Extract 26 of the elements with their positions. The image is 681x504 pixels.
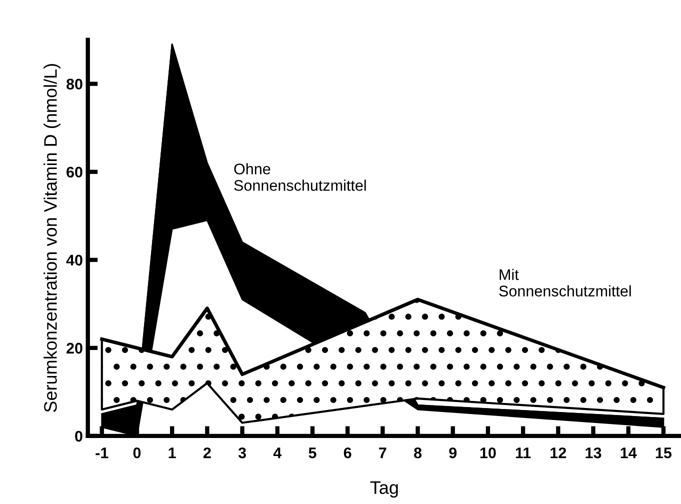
x-tick-label: 6 (344, 447, 352, 458)
x-tick-label: 13 (586, 447, 602, 458)
y-axis-title: Serumkonzentration von Vitamin D (nmol/L) (44, 64, 60, 412)
series-label: Mit Sonnenschutzmittel (499, 268, 631, 296)
y-tick-label: 60 (66, 166, 82, 178)
x-tick-label: 5 (308, 448, 316, 458)
x-tick-label: 3 (238, 447, 246, 458)
x-tick-label: 14 (620, 448, 637, 458)
x-axis-title: Tag (370, 481, 398, 498)
x-tick-label: 2 (203, 447, 211, 458)
x-tick-label: 7 (379, 448, 386, 458)
x-tick-label: 12 (550, 447, 566, 458)
y-tick-label: 20 (66, 342, 82, 354)
x-tick-label: 10 (480, 447, 496, 458)
x-tick-label: 1 (168, 448, 176, 458)
x-tick-label: 11 (516, 448, 531, 458)
x-tick-label: 9 (449, 447, 457, 458)
y-tick-label: 80 (66, 78, 82, 90)
x-tick-label: 8 (414, 447, 422, 458)
x-tick-label: 4 (273, 448, 282, 458)
x-tick-label: -1 (96, 448, 108, 458)
y-tick-label: 0 (75, 430, 82, 442)
series-label: Ohne Sonnenschutzmittel (234, 163, 366, 191)
x-tick-label: 15 (656, 448, 672, 458)
x-tick-label: 0 (133, 447, 141, 458)
y-tick-label: 40 (66, 254, 82, 266)
